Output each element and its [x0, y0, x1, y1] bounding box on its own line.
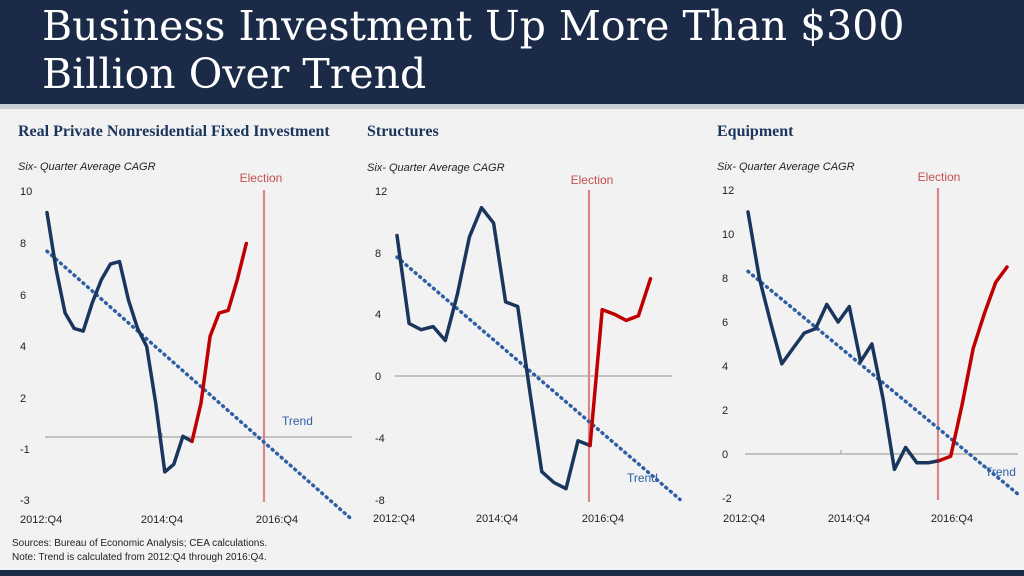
note-line: Note: Trend is calculated from 2012:Q4 t… — [12, 552, 267, 563]
header-divider — [0, 104, 1024, 109]
y-tick-label: 4 — [375, 309, 381, 321]
x-tick-label: 2012:Q4 — [373, 513, 415, 525]
source-notes: Sources: Bureau of Economic Analysis; CE… — [12, 537, 267, 565]
election-label: Election — [918, 170, 961, 184]
y-tick-label: 6 — [722, 317, 728, 329]
y-tick-label: -2 — [722, 493, 732, 505]
y-tick-label: 12 — [722, 185, 734, 197]
slide-title: Business Investment Up More Than $300 Bi… — [42, 2, 905, 98]
y-tick-label: 8 — [20, 238, 26, 250]
y-tick-label: 0 — [375, 371, 381, 383]
bottom-bar — [0, 570, 1024, 576]
x-tick-label: 2014:Q4 — [828, 513, 870, 525]
title-banner: Business Investment Up More Than $300 Bi… — [0, 0, 1024, 104]
y-tick-label: 0 — [722, 449, 728, 461]
series-line-pre-election — [395, 205, 592, 491]
y-tick-label: 10 — [722, 229, 734, 241]
series-line-pre-election — [746, 210, 942, 472]
trend-label: Trend — [282, 414, 313, 428]
y-tick-label: 2 — [722, 405, 728, 417]
chart-title-total: Real Private Nonresidential Fixed Invest… — [18, 123, 330, 140]
y-tick-label: -4 — [375, 433, 385, 445]
x-tick-label: 2012:Q4 — [20, 514, 62, 526]
series-line-post-election — [937, 265, 1009, 463]
series-line-post-election — [190, 241, 249, 444]
y-tick-label: 4 — [20, 341, 26, 353]
trend-line — [746, 269, 1022, 498]
y-tick-label: 12 — [375, 186, 387, 198]
y-tick-label: 6 — [20, 290, 26, 302]
chart-title-structures: Structures — [367, 123, 439, 140]
sources-line: Sources: Bureau of Economic Analysis; CE… — [12, 538, 268, 549]
x-tick-label: 2014:Q4 — [476, 513, 518, 525]
x-tick-label: 2016:Q4 — [931, 513, 973, 525]
trend-line — [395, 255, 682, 502]
chart-subtitle-structures: Six- Quarter Average CAGR — [367, 162, 505, 174]
y-tick-label: 4 — [722, 361, 728, 373]
y-tick-label: 2 — [20, 393, 26, 405]
y-tick-label: 8 — [375, 248, 381, 260]
series-line-post-election — [588, 276, 653, 448]
x-tick-label: 2016:Q4 — [582, 513, 624, 525]
x-tick-label: 2012:Q4 — [723, 513, 765, 525]
y-tick-label: 8 — [722, 273, 728, 285]
y-tick-label: -3 — [20, 495, 30, 507]
trend-label: Trend — [985, 465, 1016, 479]
election-label: Election — [240, 171, 283, 185]
y-tick-label: -1 — [20, 444, 30, 456]
trend-label: Trend — [627, 471, 658, 485]
chart-subtitle-equipment: Six- Quarter Average CAGR — [717, 161, 855, 173]
y-tick-label: -8 — [375, 495, 385, 507]
election-label: Election — [571, 173, 614, 187]
trend-line — [45, 249, 352, 520]
series-line-pre-election — [45, 210, 194, 474]
chart-title-equipment: Equipment — [717, 123, 794, 140]
x-tick-label: 2016:Q4 — [256, 514, 298, 526]
chart-subtitle-total: Six- Quarter Average CAGR — [18, 161, 156, 173]
x-tick-label: 2014:Q4 — [141, 514, 183, 526]
y-tick-label: 10 — [20, 186, 32, 198]
